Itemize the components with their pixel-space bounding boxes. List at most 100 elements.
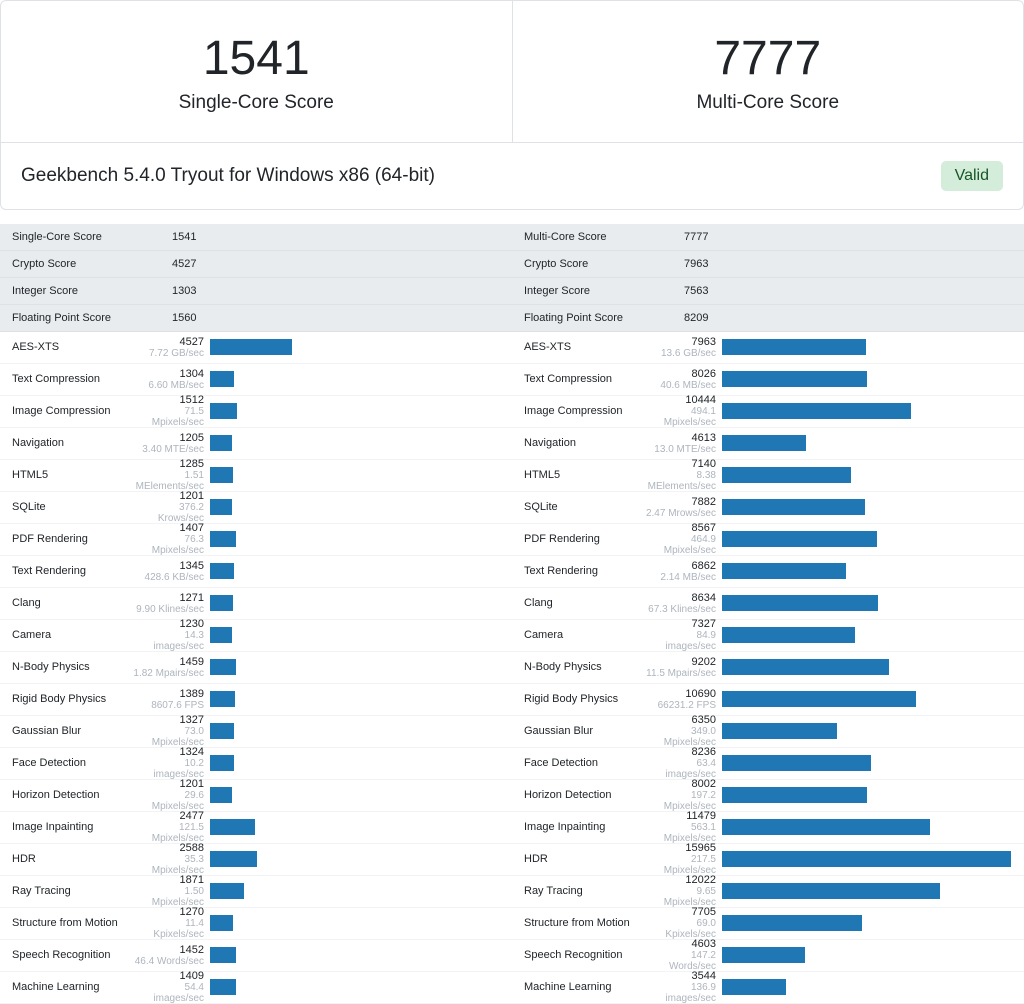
- benchmark-bar-wrap: [210, 435, 500, 451]
- benchmark-name: Clang: [12, 597, 132, 609]
- benchmark-detail: 2.47 Mrows/sec: [644, 508, 716, 519]
- summary-value: 1541: [172, 231, 196, 243]
- benchmark-score: 1389: [132, 688, 204, 700]
- benchmark-detail: 3.40 MTE/sec: [132, 444, 204, 455]
- benchmark-detail: 8.38 MElements/sec: [644, 470, 716, 492]
- benchmark-row: Structure from Motion770569.0 Kpixels/se…: [512, 908, 1024, 940]
- benchmark-numbers: 461313.0 MTE/sec: [644, 432, 722, 455]
- benchmark-bar: [722, 787, 867, 803]
- benchmark-row: Image Inpainting2477121.5 Mpixels/sec: [0, 812, 512, 844]
- benchmark-bar-wrap: [210, 403, 500, 419]
- benchmark-bar-wrap: [722, 979, 1012, 995]
- benchmark-bar: [210, 371, 234, 387]
- benchmark-detail: 73.0 Mpixels/sec: [132, 726, 204, 748]
- benchmark-bar: [210, 787, 232, 803]
- benchmark-row: Rigid Body Physics1069066231.2 FPS: [512, 684, 1024, 716]
- benchmark-numbers: 13046.60 MB/sec: [132, 368, 210, 391]
- benchmark-bar-wrap: [722, 851, 1012, 867]
- benchmark-detail: 76.3 Mpixels/sec: [132, 534, 204, 556]
- benchmark-name: Horizon Detection: [12, 789, 132, 801]
- benchmark-row: HTML571408.38 MElements/sec: [512, 460, 1024, 492]
- benchmark-bar-wrap: [210, 883, 500, 899]
- summary-value: 7563: [684, 285, 708, 297]
- benchmark-numbers: 770569.0 Kpixels/sec: [644, 906, 722, 940]
- benchmark-name: Rigid Body Physics: [524, 693, 644, 705]
- benchmark-bar: [722, 883, 940, 899]
- benchmark-numbers: 258835.3 Mpixels/sec: [132, 842, 210, 876]
- benchmark-numbers: 732784.9 images/sec: [644, 618, 722, 652]
- benchmark-detail: 9.90 Klines/sec: [132, 604, 204, 615]
- benchmark-bar: [210, 691, 235, 707]
- benchmark-row: Ray Tracing18711.50 Mpixels/sec: [0, 876, 512, 908]
- benchmark-bar: [722, 691, 916, 707]
- benchmark-detail: 563.1 Mpixels/sec: [644, 822, 716, 844]
- multi-core-header: 7777 Multi-Core Score: [513, 1, 1024, 142]
- benchmark-bar: [722, 659, 889, 675]
- benchmark-bar-wrap: [722, 819, 1012, 835]
- benchmark-detail: 147.2 Words/sec: [644, 950, 716, 972]
- benchmark-name: HTML5: [524, 469, 644, 481]
- benchmark-bar: [722, 563, 846, 579]
- benchmark-numbers: 12851.51 MElements/sec: [132, 458, 210, 492]
- summary-label: Multi-Core Score: [524, 231, 684, 243]
- summary-label: Integer Score: [524, 285, 684, 297]
- benchmark-bar-wrap: [210, 851, 500, 867]
- multi-core-label: Multi-Core Score: [513, 92, 1024, 114]
- benchmark-name: Horizon Detection: [524, 789, 644, 801]
- summary-label: Crypto Score: [524, 258, 684, 270]
- benchmark-bar: [210, 563, 234, 579]
- benchmark-score: 1230: [132, 618, 204, 630]
- benchmark-name: Structure from Motion: [524, 917, 644, 929]
- benchmark-row: Image Inpainting11479563.1 Mpixels/sec: [512, 812, 1024, 844]
- summary-row: Crypto Score7963: [512, 251, 1024, 278]
- benchmark-bar-wrap: [722, 467, 1012, 483]
- benchmark-score: 4527: [132, 336, 204, 348]
- benchmark-score: 7882: [644, 496, 716, 508]
- benchmark-numbers: 11479563.1 Mpixels/sec: [644, 810, 722, 844]
- version-bar: Geekbench 5.4.0 Tryout for Windows x86 (…: [0, 143, 1024, 210]
- benchmark-row: Horizon Detection8002197.2 Mpixels/sec: [512, 780, 1024, 812]
- benchmark-score: 4603: [644, 938, 716, 950]
- benchmark-score: 8026: [644, 368, 716, 380]
- multi-core-value: 7777: [513, 33, 1024, 86]
- benchmark-score: 1345: [132, 560, 204, 572]
- benchmark-numbers: 863467.3 Klines/sec: [644, 592, 722, 615]
- benchmark-bar-wrap: [722, 723, 1012, 739]
- benchmark-detail: 84.9 images/sec: [644, 630, 716, 652]
- benchmark-score: 1407: [132, 522, 204, 534]
- benchmark-row: Navigation461313.0 MTE/sec: [512, 428, 1024, 460]
- benchmark-bar-wrap: [210, 979, 500, 995]
- benchmark-row: N-Body Physics920211.5 Mpairs/sec: [512, 652, 1024, 684]
- benchmark-numbers: 132773.0 Mpixels/sec: [132, 714, 210, 748]
- benchmark-numbers: 802640.6 MB/sec: [644, 368, 722, 391]
- benchmark-detail: 11.5 Mpairs/sec: [644, 668, 716, 679]
- benchmark-row: AES-XTS45277.72 GB/sec: [0, 332, 512, 364]
- benchmark-numbers: 14591.82 Mpairs/sec: [132, 656, 210, 679]
- benchmark-row: Machine Learning140954.4 images/sec: [0, 972, 512, 1004]
- benchmark-numbers: 13898607.6 FPS: [132, 688, 210, 711]
- benchmark-detail: 11.4 Kpixels/sec: [132, 918, 204, 940]
- benchmark-bar: [210, 819, 255, 835]
- benchmark-bar: [722, 371, 867, 387]
- benchmark-name: SQLite: [524, 501, 644, 513]
- benchmark-bar-wrap: [210, 339, 500, 355]
- benchmark-detail: 1.50 Mpixels/sec: [132, 886, 204, 908]
- benchmark-detail: 9.65 Mpixels/sec: [644, 886, 716, 908]
- benchmark-detail: 46.4 Words/sec: [132, 956, 204, 967]
- benchmark-numbers: 920211.5 Mpairs/sec: [644, 656, 722, 679]
- benchmark-detail: 376.2 Krows/sec: [132, 502, 204, 524]
- summary-label: Crypto Score: [12, 258, 172, 270]
- benchmark-score: 1270: [132, 906, 204, 918]
- summary-label: Integer Score: [12, 285, 172, 297]
- single-core-header: 1541 Single-Core Score: [1, 1, 513, 142]
- benchmark-score: 11479: [644, 810, 716, 822]
- benchmark-bar: [722, 339, 866, 355]
- summary-value: 7777: [684, 231, 708, 243]
- benchmark-bar-wrap: [722, 595, 1012, 611]
- benchmark-row: Text Rendering1345428.6 KB/sec: [0, 556, 512, 588]
- benchmark-score: 1324: [132, 746, 204, 758]
- benchmark-score: 2477: [132, 810, 204, 822]
- benchmark-name: PDF Rendering: [12, 533, 132, 545]
- benchmark-detail: 13.6 GB/sec: [644, 348, 716, 359]
- benchmark-numbers: 127011.4 Kpixels/sec: [132, 906, 210, 940]
